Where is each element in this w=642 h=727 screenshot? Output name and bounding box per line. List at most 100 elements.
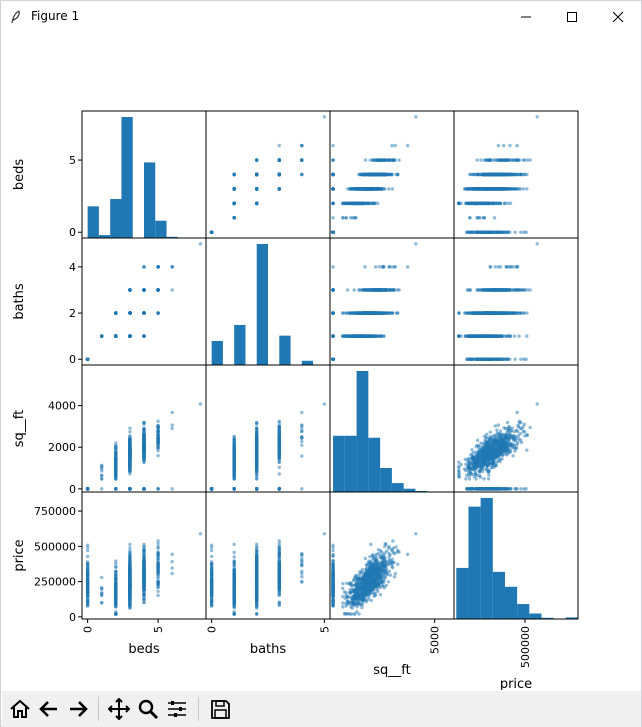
scatter-point	[387, 265, 391, 269]
scatter-point	[508, 143, 512, 148]
scatter-point	[457, 201, 461, 206]
scatter-point	[373, 334, 377, 338]
scatter-point	[479, 158, 483, 162]
maximize-button[interactable]	[549, 1, 595, 32]
histogram-bar	[98, 235, 111, 238]
scatter-point	[344, 216, 348, 220]
scatter-point	[390, 187, 395, 191]
scatter-point	[382, 187, 386, 191]
scatter-point	[198, 242, 203, 246]
histogram-bar	[234, 324, 246, 365]
scatter-point	[499, 187, 503, 191]
scatter-point	[368, 288, 373, 292]
histogram-bar	[279, 335, 291, 365]
panel-beds-vs-sq__ft	[329, 110, 455, 239]
maximize-icon	[567, 11, 577, 22]
scatter-point	[504, 187, 509, 191]
scatter-point	[388, 288, 392, 292]
scatter-point	[363, 158, 368, 162]
scatter-point	[414, 115, 418, 119]
scatter-point	[331, 311, 335, 315]
scatter-point	[487, 158, 492, 162]
scatter-point	[393, 143, 397, 148]
scatter-point	[388, 172, 392, 177]
scatter-point	[382, 265, 386, 269]
scatter-point	[331, 288, 335, 292]
scatter-point	[373, 187, 378, 191]
scatter-point	[232, 187, 236, 191]
panel-beds-vs-baths	[205, 110, 331, 239]
scatter-point	[359, 187, 363, 191]
close-icon	[612, 11, 624, 22]
scatter-point	[506, 230, 510, 234]
scatter-point	[361, 187, 366, 191]
scatter-point	[525, 158, 530, 162]
scatter-point	[481, 216, 485, 220]
scatter-point	[368, 311, 373, 315]
scatter-point	[376, 311, 381, 315]
scatter-point	[506, 158, 511, 162]
feather-icon	[9, 9, 23, 24]
scatter-point	[380, 288, 384, 292]
scatter-point	[397, 288, 401, 292]
window-title: Figure 1	[31, 9, 80, 23]
scatter-point	[478, 187, 482, 191]
scatter-point	[519, 230, 523, 234]
scatter-point	[383, 288, 387, 292]
scatter-point	[361, 334, 365, 338]
plot-canvas[interactable]: 0 5 beds 0 2 4 baths 0 2000 4000 sq__ft 0 250000 5000…	[1, 32, 641, 692]
scatter-point	[394, 172, 398, 177]
minimize-button[interactable]	[503, 1, 549, 32]
scatter-point	[371, 311, 375, 315]
scatter-point	[468, 172, 472, 177]
scatter-point	[349, 311, 354, 315]
scatter-point	[471, 230, 475, 234]
scatter-point	[345, 187, 350, 191]
scatter-point	[355, 187, 360, 191]
scatter-point	[373, 288, 378, 292]
scatter-point	[300, 158, 304, 162]
scatter-point	[368, 187, 373, 191]
scatter-point	[390, 311, 395, 315]
scatter-point	[142, 288, 146, 292]
scatter-point	[513, 230, 517, 234]
scatter-point	[357, 201, 361, 206]
scatter-point	[277, 187, 281, 191]
scatter-point	[482, 230, 486, 234]
scatter-point	[363, 288, 368, 292]
scatter-point	[486, 172, 490, 177]
scatter-point	[300, 143, 304, 148]
scatter-point	[128, 311, 132, 315]
scatter-point	[392, 288, 396, 292]
scatter-point	[170, 288, 174, 292]
scatter-point	[357, 288, 361, 292]
scatter-point	[493, 172, 498, 177]
scatter-point	[405, 265, 410, 269]
scatter-point	[341, 216, 345, 220]
scatter-point	[397, 158, 401, 162]
scatter-point	[535, 115, 539, 119]
scatter-point	[414, 242, 418, 246]
scatter-point	[502, 230, 507, 234]
scatter-point	[385, 158, 390, 162]
scatter-point	[470, 187, 474, 191]
scatter-point	[508, 172, 513, 177]
scatter-point	[232, 216, 236, 220]
scatter-point	[331, 187, 335, 191]
scatter-point	[331, 201, 335, 206]
scatter-point	[376, 201, 380, 206]
scatter-point	[484, 230, 489, 234]
scatter-point	[494, 187, 498, 191]
scatter-point	[394, 311, 398, 315]
scatter-point	[365, 311, 370, 315]
scatter-point	[528, 158, 532, 162]
scatter-point	[374, 265, 378, 269]
scatter-point	[331, 334, 335, 338]
scatter-point	[277, 158, 281, 162]
close-button[interactable]	[595, 1, 641, 32]
scatter-point	[353, 187, 357, 191]
scatter-point	[114, 334, 118, 338]
scatter-point	[383, 158, 387, 162]
scatter-point	[331, 265, 335, 269]
scatter-point	[378, 334, 383, 338]
